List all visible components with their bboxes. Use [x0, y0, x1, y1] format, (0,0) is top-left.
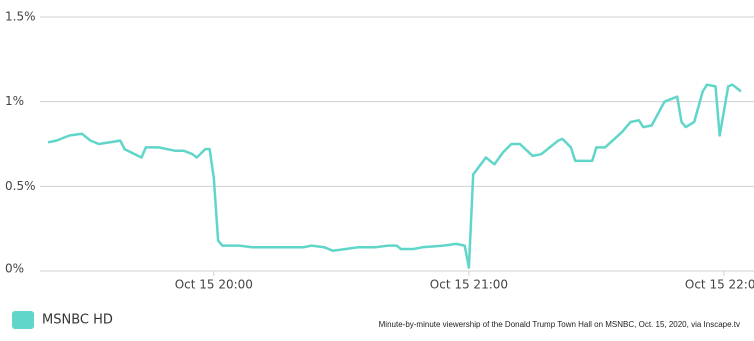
series-line	[47, 83, 742, 269]
y-tick-label: 0%	[5, 262, 24, 276]
y-tick-label: 0.5%	[5, 179, 36, 193]
y-tick-label: 1%	[5, 94, 24, 108]
x-tick-label: Oct 15 21:00	[430, 278, 508, 292]
x-tick-label: Oct 15 20:00	[175, 278, 253, 292]
legend-swatch	[12, 311, 34, 329]
y-tick-label: 1.5%	[5, 10, 36, 24]
x-tick-label: Oct 15 22:00	[685, 278, 754, 292]
source-note: Minute-by-minute viewership of the Donal…	[379, 320, 740, 329]
legend-label: MSNBC HD	[42, 313, 113, 328]
